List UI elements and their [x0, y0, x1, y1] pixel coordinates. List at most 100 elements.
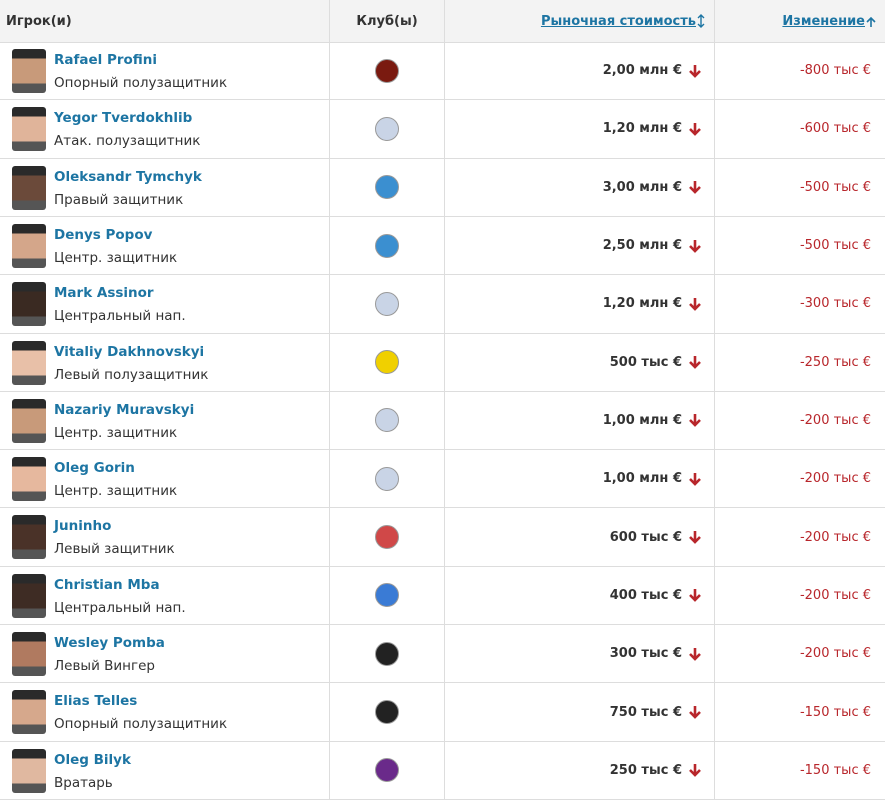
player-name[interactable]: Oleksandr Tymchyk [54, 168, 202, 185]
club-logo[interactable] [375, 525, 399, 550]
table-row: Oleksandr Tymchyk Правый защитник 3,00 млн… [0, 158, 885, 217]
change-cell: -600 тыс € [715, 100, 885, 157]
change-cell: -200 тыс € [715, 392, 885, 449]
value-change: -200 тыс € [799, 471, 871, 487]
player-cell: Vitaliy Dakhnovskyi Левый полузащитник [0, 333, 330, 391]
player-cell: Oleksandr Tymchyk Правый защитник [0, 158, 330, 216]
player-position: Опорный полузащитник [54, 75, 228, 91]
player-name[interactable]: Oleg Bilyk [54, 751, 131, 768]
sort-icon [697, 14, 705, 28]
player-cell: Oleg Gorin Центр. защитник [0, 450, 330, 508]
down-arrow [688, 705, 702, 719]
header-cell[interactable]: Изменение [715, 0, 885, 42]
value-change: -150 тыс € [799, 704, 871, 720]
value-change: -200 тыс € [799, 587, 871, 603]
value-change: -600 тыс € [799, 121, 871, 137]
market-value: 2,50 млн € [602, 238, 682, 254]
player-name[interactable]: Christian Mba [54, 576, 160, 593]
value-cell: 1,20 млн € [445, 100, 715, 158]
player-name[interactable]: Nazariy Muravskyi [54, 401, 195, 418]
club-cell [330, 275, 445, 333]
player-cell: Wesley Pomba Левый Вингер [0, 625, 330, 683]
table-row: Oleg Bilyk Вратарь 250 тыс € -150 тыс € [0, 741, 885, 800]
value-change: -150 тыс € [799, 762, 871, 778]
player-position: Центр. защитник [54, 249, 178, 266]
change-cell: -500 тыс € [715, 217, 885, 274]
value-change: -200 тыс € [799, 646, 871, 662]
club-cell [330, 333, 445, 391]
market-value: 750 тыс € [609, 704, 682, 720]
change-cell: -200 тыс € [715, 450, 885, 507]
player-photo [12, 573, 46, 618]
player-name[interactable]: Mark Assinor [54, 285, 154, 302]
club-logo[interactable] [375, 466, 399, 491]
player-position: Опорный полузащитник [54, 716, 228, 733]
sort-link[interactable]: Рыночная стоимость [540, 13, 696, 29]
header-cell: Игрок(и) [0, 0, 330, 42]
club-logo[interactable] [375, 408, 399, 433]
header-cell[interactable]: Рыночная стоимость [445, 0, 715, 42]
club-logo[interactable] [375, 233, 399, 258]
market-value: 3,00 млн € [602, 179, 682, 195]
player-cell: Christian Mba Центральный нап. [0, 566, 330, 625]
down-arrow [688, 239, 702, 253]
player-name[interactable]: Rafael Profini [54, 52, 158, 68]
value-change: -200 тыс € [799, 412, 871, 428]
club-logo[interactable] [375, 58, 399, 83]
table-row: Elias Telles Опорный полузащитник 750 тыс … [0, 683, 885, 742]
down-arrow [688, 530, 702, 544]
player-photo [12, 49, 46, 93]
player-name[interactable]: Wesley Pomba [54, 635, 165, 652]
sort-link[interactable]: Изменение [782, 13, 865, 29]
table-row: Rafael Profini Опорный полузащитник 2,00 м… [0, 42, 885, 101]
player-name[interactable]: Yegor Tverdokhlib [54, 110, 193, 127]
header-text: Игрок(и) [6, 13, 72, 29]
player-name[interactable]: Oleg Gorin [54, 460, 135, 477]
player-position: Левый Вингер [54, 658, 155, 675]
player-photo [12, 515, 46, 560]
club-logo[interactable] [375, 116, 399, 141]
player-name[interactable]: Elias Telles [54, 693, 138, 710]
value-change: -300 тыс € [799, 296, 871, 312]
sort-icon [866, 16, 876, 27]
table-row: Oleg Gorin Центр. защитник 1,00 млн € -200 … [0, 450, 885, 509]
down-arrow [688, 64, 702, 78]
player-photo [12, 748, 46, 793]
value-change: -200 тыс € [799, 529, 871, 545]
market-value: 1,00 млн € [602, 471, 682, 487]
value-cell: 500 тыс € [445, 333, 715, 391]
player-position: Левый полузащитник [54, 366, 209, 383]
player-name[interactable]: Denys Popov [54, 226, 153, 243]
down-arrow [688, 355, 702, 370]
value-cell: 2,00 млн € [445, 42, 715, 100]
club-logo[interactable] [375, 583, 399, 608]
club-logo[interactable] [375, 175, 399, 200]
market-value: 1,20 млн € [602, 121, 682, 137]
player-position: Левый защитник [54, 541, 175, 558]
player-name[interactable]: Juninho [54, 518, 112, 535]
table-header: Игрок(и) Клуб(ы) Рыночная стоимость Изме… [0, 0, 885, 43]
club-logo[interactable] [375, 641, 399, 666]
value-cell: 300 тыс € [445, 625, 715, 683]
down-arrow [688, 180, 702, 195]
value-cell: 750 тыс € [445, 683, 715, 741]
club-logo[interactable] [375, 291, 399, 316]
market-value: 300 тыс € [609, 646, 682, 662]
market-value: 1,00 млн € [602, 412, 682, 428]
value-cell: 600 тыс € [445, 508, 715, 566]
table-row: Yegor Tverdokhlib Атак. полузащитник 1,20 … [0, 100, 885, 159]
player-cell: Mark Assinor Центральный нап. [0, 275, 330, 333]
player-name[interactable]: Vitaliy Dakhnovskyi [54, 343, 205, 360]
change-cell: -250 тыс € [715, 334, 885, 391]
club-cell [330, 42, 445, 100]
value-change: -800 тыс € [799, 63, 871, 79]
club-logo[interactable] [375, 350, 399, 375]
value-cell: 1,00 млн € [445, 391, 715, 450]
player-cell: Nazariy Muravskyi Центр. защитник [0, 391, 330, 450]
table-row: Christian Mba Центральный нап. 400 тыс € -2… [0, 566, 885, 626]
player-cell: Elias Telles Опорный полузащитник [0, 683, 330, 741]
club-logo[interactable] [375, 758, 399, 783]
market-value: 1,20 млн € [602, 296, 682, 312]
club-logo[interactable] [375, 700, 399, 725]
market-value: 400 тыс € [609, 587, 682, 603]
